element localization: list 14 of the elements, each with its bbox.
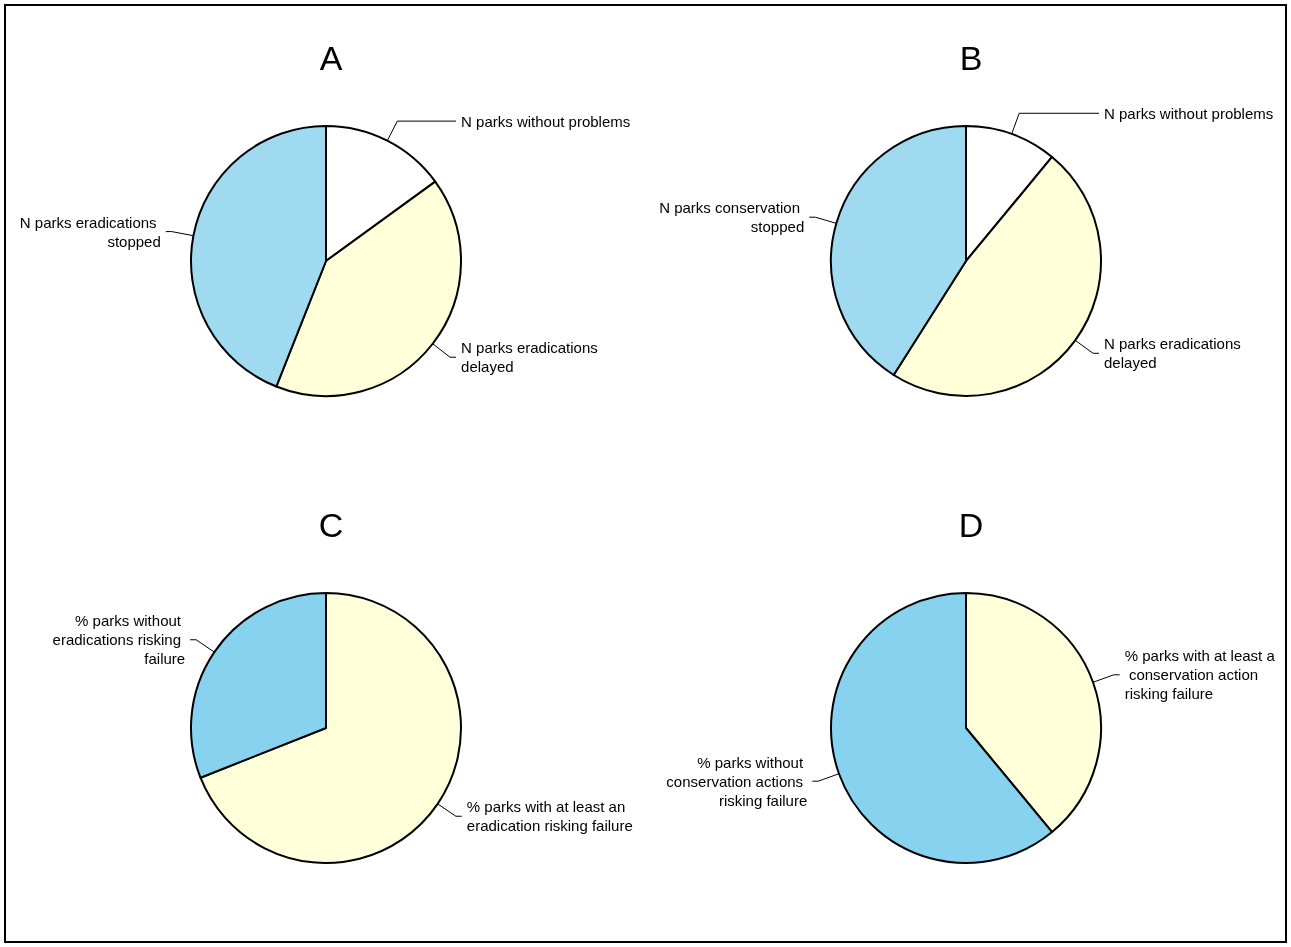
slice-label: N parks eradications delayed (461, 339, 602, 376)
chart-title: D (958, 506, 984, 544)
slice-label: N parks without problems (1104, 104, 1274, 122)
slice-label: % parks with at least an eradication risking failure (466, 798, 633, 835)
slice-label: % parks without conservation actions risking failure (666, 753, 808, 809)
slice-label: N parks conservation stopped (659, 199, 805, 236)
slice-label: % parks with at least a conservation action risking failure (1124, 647, 1276, 703)
slice-label: N parks eradications delayed (1104, 335, 1245, 372)
slice-label: % parks without eradications risking failure (52, 612, 186, 668)
chart-title: B (959, 39, 983, 77)
slice-label: N parks eradications stopped (19, 213, 161, 250)
chart-title: A (319, 39, 343, 77)
chart-title: C (318, 506, 344, 544)
slice-label: N parks without problems (461, 112, 631, 130)
